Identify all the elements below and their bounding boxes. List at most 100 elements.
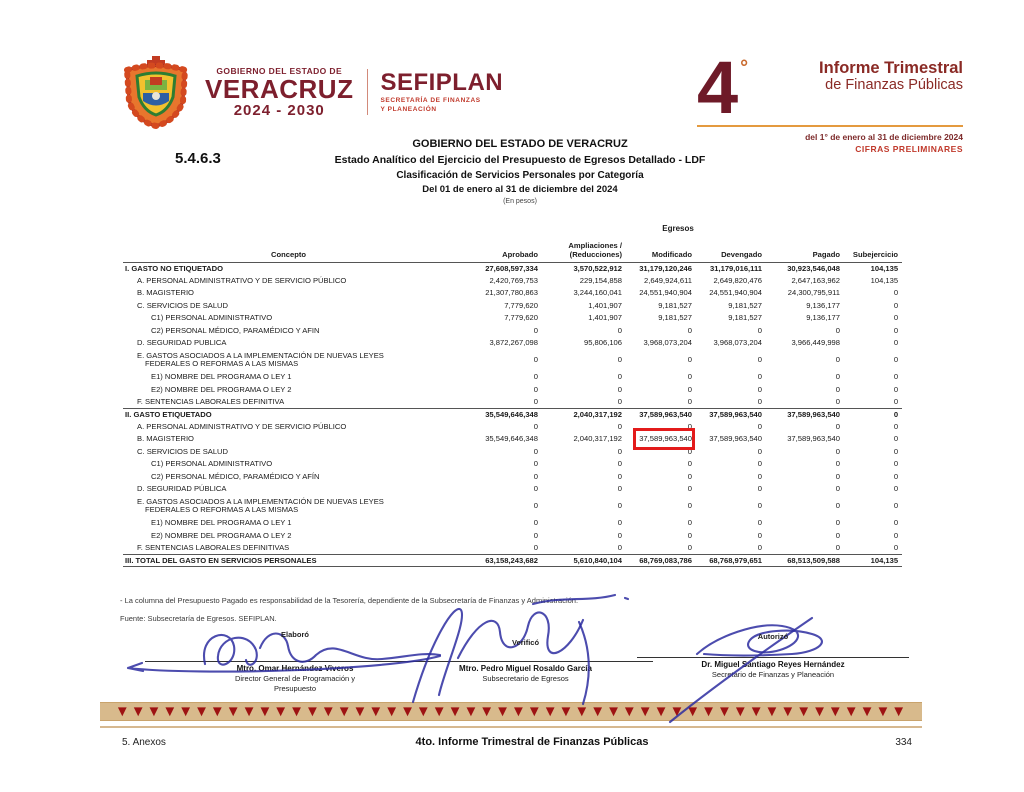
row-value: 0 <box>835 530 840 540</box>
row-value: 9,181,527 <box>728 313 762 323</box>
badge-rule <box>697 125 963 128</box>
state-name: VERACRUZ <box>205 73 354 104</box>
signature-block-autorizo: Autorizó Dr. Miguel Santiago Reyes Herná… <box>637 616 909 724</box>
footnote-pagado: - La columna del Presupuesto Pagado es r… <box>120 596 579 605</box>
row-value: 2,649,924,611 <box>644 276 692 286</box>
table-row: D. SEGURIDAD PUBLICA 3,872,267,098 95,806,… <box>123 337 902 349</box>
title-period: Del 01 de enero al 31 de diciembre del 2… <box>422 184 618 195</box>
row-value: 9,136,177 <box>806 313 840 323</box>
group-header-spacer <box>123 224 454 241</box>
footer-report-title: 4to. Informe Trimestral de Finanzas Públ… <box>415 736 649 748</box>
row-value: 0 <box>893 542 899 552</box>
row-value: 104,135 <box>844 553 903 568</box>
gobierno-wordmark: GOBIERNO DEL ESTADO DE VERACRUZ 2024 - 2… <box>205 66 353 119</box>
row-concept: C1) PERSONAL ADMINISTRATIVO <box>151 313 273 323</box>
title-classification: Clasificación de Servicios Personales po… <box>396 170 644 181</box>
row-value: 68,513,509,588 <box>766 553 844 568</box>
document-title-block: GOBIERNO DEL ESTADO DE VERACRUZ Estado A… <box>200 138 840 205</box>
agency-subtitle-2: Y PLANEACIÓN <box>380 106 437 113</box>
row-value: 0 <box>893 501 899 511</box>
row-value: 0 <box>893 518 899 528</box>
row-value: 0 <box>893 300 899 310</box>
row-value: 2,649,820,476 <box>713 276 762 286</box>
row-value: 0 <box>893 372 899 382</box>
table-row: A. PERSONAL ADMINISTRATIVO Y DE SERVICIO… <box>123 421 902 433</box>
table-row: C. SERVICIOS DE SALUD 7,779,620 1,401,907 9… <box>123 300 902 312</box>
signatory-title: Secretario de Finanzas y Planeación <box>711 670 835 679</box>
row-value: 0 <box>617 325 622 335</box>
row-concept: B. MAGISTERIO <box>137 434 194 444</box>
row-value: 31,179,120,246 <box>639 263 692 273</box>
table-row: E1) NOMBRE DEL PROGRAMA O LEY 1 0 0 0 0 0 0 <box>123 517 902 529</box>
row-value: 3,968,073,204 <box>713 338 762 348</box>
row-value: 3,872,267,098 <box>489 338 538 348</box>
row-value: 0 <box>835 483 840 493</box>
row-value: 37,589,963,540 <box>626 428 696 451</box>
title-statement: Estado Analítico del Ejercicio del Presu… <box>334 154 706 166</box>
report-title-line1: Informe Trimestral <box>819 59 963 77</box>
row-value: 3,966,449,998 <box>791 338 840 348</box>
sefiplan-wordmark: SEFIPLAN SECRETARÍA DE FINANZAS Y PLANEA… <box>380 71 503 114</box>
row-value: 0 <box>893 355 899 365</box>
row-value: 0 <box>533 459 538 469</box>
row-value: 0 <box>617 483 622 493</box>
table-row: E. GASTOS ASOCIADOS A LA IMPLEMENTACIÓN … <box>123 349 902 371</box>
row-value: 0 <box>757 355 762 365</box>
table-row: B. MAGISTERIO 35,549,646,348 2,040,317,192… <box>123 428 902 451</box>
title-units: (En pesos) <box>503 198 537 205</box>
row-concept: A. PERSONAL ADMINISTRATIVO Y DE SERVICIO… <box>137 422 347 431</box>
row-value: 0 <box>893 396 899 406</box>
row-value: 0 <box>757 384 762 394</box>
agency-subtitle-1: SECRETARÍA DE FINANZAS <box>380 97 481 104</box>
row-value: 0 <box>893 288 899 298</box>
row-value: 0 <box>835 518 840 528</box>
signature-role-label: Autorizó <box>757 632 789 641</box>
row-value: 0 <box>835 422 840 431</box>
row-value: 35,549,646,348 <box>454 407 542 421</box>
row-concept: C. SERVICIOS DE SALUD <box>137 446 229 456</box>
row-concept: C2) PERSONAL MÉDICO, PARAMÉDICO Y AFÍN <box>151 471 320 481</box>
row-value: 0 <box>687 446 692 456</box>
report-title-line2: de Finanzas Públicas <box>825 77 963 94</box>
row-value: 30,923,546,048 <box>787 263 840 273</box>
row-value: 0 <box>617 542 622 552</box>
row-value: 3,968,073,204 <box>643 338 692 348</box>
row-value: 0 <box>835 471 840 481</box>
row-concept: B. MAGISTERIO <box>137 288 194 298</box>
row-value: 37,589,963,540 <box>626 407 696 421</box>
table-row: C1) PERSONAL ADMINISTRATIVO 7,779,620 1,40… <box>123 312 902 324</box>
table-row: II. GASTO ETIQUETADO 35,549,646,348 2,040,… <box>123 407 903 421</box>
table-row: C. SERVICIOS DE SALUD 0 0 0 0 0 0 <box>123 446 902 458</box>
row-value: 0 <box>533 422 538 431</box>
row-value: 0 <box>835 446 840 456</box>
row-value: 37,589,963,540 <box>766 407 844 421</box>
row-value: 1,401,907 <box>588 313 622 323</box>
signature-line <box>398 661 653 662</box>
row-value: 0 <box>533 325 538 335</box>
gobierno-line: GOBIERNO DEL ESTADO DE <box>216 65 343 76</box>
state-logo-group: GOBIERNO DEL ESTADO DE VERACRUZ 2024 - 2… <box>115 55 503 129</box>
row-value: 0 <box>687 483 692 493</box>
row-concept: I. GASTO NO ETIQUETADO <box>125 263 224 273</box>
band-underline <box>100 726 922 728</box>
row-value: 68,769,083,786 <box>626 553 696 568</box>
row-value: 2,040,317,192 <box>542 407 626 421</box>
decorative-triangle-band: ▼▼▼▼▼▼▼▼▼▼▼▼▼▼▼▼▼▼▼▼▼▼▼▼▼▼▼▼▼▼▼▼▼▼▼▼▼▼▼▼… <box>100 702 922 721</box>
signatory-title: Subsecretario de Egresos <box>482 674 569 683</box>
row-value: 0 <box>687 355 692 365</box>
footer-section-label: 5. Anexos <box>122 737 166 748</box>
row-value: 104,135 <box>870 263 899 273</box>
col-header-devengado: Devengado <box>696 241 766 263</box>
row-value: 0 <box>617 384 622 394</box>
row-value: 5,610,840,104 <box>542 553 626 568</box>
row-value: 9,136,177 <box>806 300 840 310</box>
row-value: 0 <box>757 542 762 552</box>
logo-divider <box>367 69 369 115</box>
veracruz-coat-of-arms-icon <box>123 56 189 129</box>
row-value: 0 <box>687 384 692 394</box>
row-value: 9,181,527 <box>658 300 692 310</box>
row-value: 0 <box>533 518 538 528</box>
row-value: 0 <box>835 396 840 406</box>
table-row: E2) NOMBRE DEL PROGRAMA O LEY 2 0 0 0 0 0 0 <box>123 384 902 396</box>
row-value: 0 <box>893 325 899 335</box>
